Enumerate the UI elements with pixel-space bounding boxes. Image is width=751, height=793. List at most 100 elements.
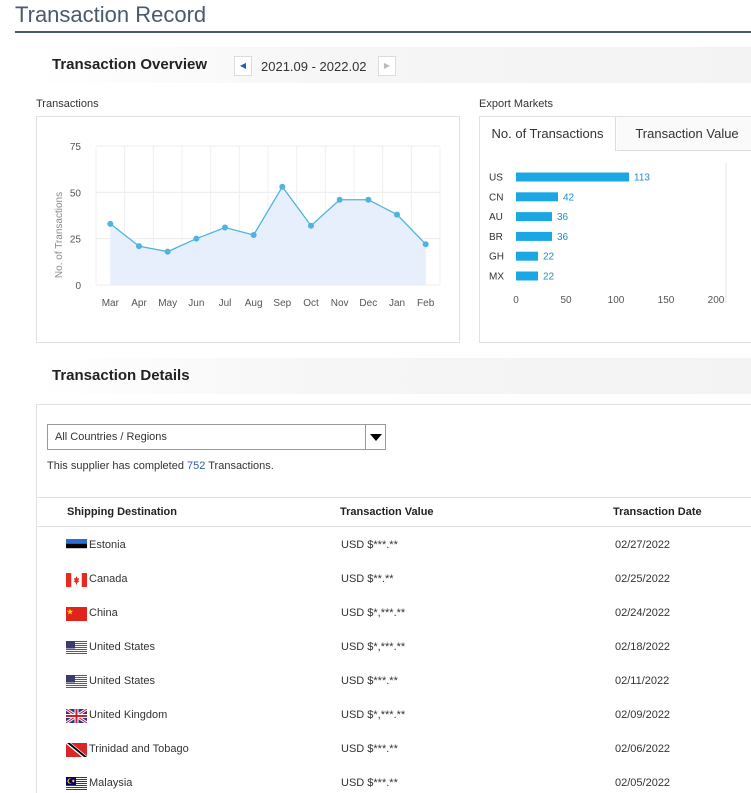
x-tick-label: 0 (513, 295, 519, 306)
data-point-sep[interactable] (279, 183, 286, 190)
tab-transaction-value[interactable]: Transaction Value (617, 117, 751, 151)
bar-value-label: 42 (563, 192, 575, 203)
column-transaction-date: Transaction Date (613, 506, 702, 518)
x-tick-label: Sep (273, 298, 291, 309)
table-header: Shipping Destination Transaction Value T… (37, 497, 751, 527)
select-value: All Countries / Regions (55, 431, 167, 443)
export-markets-label: Export Markets (479, 98, 553, 110)
value-cell: USD $***.** (341, 743, 398, 755)
x-tick-label: Aug (245, 298, 263, 309)
date-cell: 02/24/2022 (615, 607, 671, 619)
bar-value-label: 22 (543, 252, 555, 263)
destination-cell: China (89, 607, 118, 619)
bar-value-label: 36 (557, 232, 569, 243)
column-shipping-destination: Shipping Destination (67, 506, 177, 518)
y-tick-label: 25 (70, 235, 82, 246)
x-axis-ticks: 0 50 100 150 200 (513, 295, 725, 306)
table-row: United Kingdom USD $*,***.** 02/09/2022 (37, 699, 751, 733)
date-range: 2021.09 - 2022.02 (261, 59, 367, 74)
x-tick-label: Jun (188, 298, 204, 309)
value-cell: USD $*,***.** (341, 709, 406, 721)
tab-no-of-transactions[interactable]: No. of Transactions (480, 117, 616, 151)
date-cell: 02/18/2022 (615, 641, 671, 653)
destination-cell: Estonia (89, 539, 126, 551)
estonia-flag-icon (66, 539, 87, 553)
data-point-jan[interactable] (394, 211, 400, 218)
chart-points (107, 183, 429, 255)
export-markets-panel: No. of Transactions Transaction Value US… (479, 116, 751, 343)
data-point-may[interactable] (164, 248, 171, 255)
series-line (109, 185, 427, 253)
y-axis-label: No. of Transactions (54, 192, 65, 278)
bar-group: US 113 CN 42 AU 36 BR 36 GH 22 MX 22 (489, 172, 650, 283)
date-cell: 02/09/2022 (615, 709, 671, 721)
data-point-oct[interactable] (308, 222, 314, 229)
united-states-flag-icon (66, 641, 87, 655)
date-cell: 02/05/2022 (615, 777, 671, 789)
bar-value-label: 113 (634, 173, 650, 184)
data-point-feb[interactable] (422, 241, 429, 248)
country-region-select[interactable]: All Countries / Regions (47, 424, 386, 450)
overview-title: Transaction Overview (52, 56, 208, 73)
date-cell: 02/06/2022 (615, 743, 671, 755)
bar-mx[interactable] (516, 271, 538, 281)
destination-cell: Canada (89, 573, 128, 585)
data-point-jul[interactable] (222, 224, 228, 231)
caret-right-icon: ▶ (383, 61, 391, 70)
bar-category-label: AU (489, 212, 503, 223)
column-transaction-value: Transaction Value (340, 506, 434, 518)
chart-area-group (109, 185, 427, 285)
x-tick-label: 50 (560, 295, 572, 306)
destination-cell: United States (89, 675, 156, 687)
china-flag-icon (66, 607, 87, 621)
date-cell: 02/25/2022 (615, 573, 671, 585)
value-cell: USD $***.** (341, 777, 398, 789)
destination-cell: Malaysia (89, 777, 133, 789)
bar-br[interactable] (516, 231, 552, 241)
range-next-button[interactable]: ▶ (378, 56, 396, 76)
table-row: Canada USD $**.** 02/25/2022 (37, 563, 751, 597)
table-row: Trinidad and Tobago USD $***.** 02/06/2022 (37, 733, 751, 767)
data-point-aug[interactable] (250, 231, 257, 238)
dropdown-arrow-icon[interactable] (365, 425, 385, 449)
trinidad-and-tobago-flag-icon (66, 743, 87, 757)
transaction-count[interactable]: 752 (187, 460, 206, 472)
value-cell: USD $*,***.** (341, 607, 406, 619)
bar-category-label: US (489, 173, 503, 184)
destination-cell: United Kingdom (89, 709, 168, 721)
destination-cell: Trinidad and Tobago (89, 743, 189, 755)
x-tick-label: Feb (417, 298, 435, 309)
bar-au[interactable] (516, 212, 552, 222)
data-point-nov[interactable] (336, 196, 343, 203)
y-tick-label: 75 (70, 142, 82, 153)
destination-cell: United States (89, 641, 156, 653)
transactions-chart-label: Transactions (36, 98, 99, 110)
series-area (110, 186, 426, 285)
data-point-dec[interactable] (365, 196, 372, 203)
value-cell: USD $***.** (341, 539, 398, 551)
x-tick-label: Jul (219, 298, 232, 309)
value-cell: USD $**.** (341, 573, 394, 585)
range-prev-button[interactable]: ◀ (234, 56, 252, 76)
x-tick-label: 200 (708, 295, 725, 306)
data-point-apr[interactable] (136, 243, 142, 250)
transactions-line-chart: 0 25 50 75 Mar Apr May Jun Jul Aug Sep Oct Nov Dec Ja… (54, 142, 441, 309)
y-tick-label: 0 (75, 281, 81, 292)
malaysia-flag-icon (66, 777, 87, 791)
bar-cn[interactable] (516, 192, 558, 202)
table-row: United States USD $***.** 02/11/2022 (37, 665, 751, 699)
export-markets-bar-chart: US 113 CN 42 AU 36 BR 36 GH 22 MX 22 0 50 100 150 200 (489, 163, 727, 306)
caret-left-icon: ◀ (239, 61, 247, 70)
data-point-jun[interactable] (193, 235, 200, 242)
bar-gh[interactable] (516, 251, 538, 261)
x-tick-label: Apr (131, 298, 147, 309)
bar-value-label: 22 (543, 272, 555, 283)
date-cell: 02/11/2022 (615, 675, 670, 687)
bar-category-label: BR (489, 232, 503, 243)
y-axis-ticks: 0 25 50 75 (70, 142, 82, 292)
data-point-mar[interactable] (107, 220, 114, 227)
overview-header: Transaction Overview ◀ 2021.09 - 2022.02… (36, 47, 751, 83)
bar-category-label: MX (489, 272, 504, 283)
bar-us[interactable] (516, 172, 629, 182)
y-tick-label: 50 (70, 188, 82, 199)
